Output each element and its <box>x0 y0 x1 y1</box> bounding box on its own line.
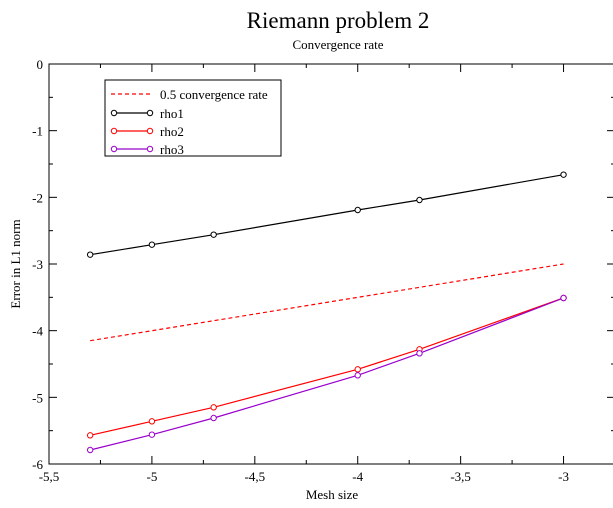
x-axis: -5,5 -5 -4,5 -4 -3,5 -3 <box>39 64 569 484</box>
legend-marker-rho2 <box>110 127 118 135</box>
y-tick-label: -5 <box>32 390 43 405</box>
x-tick-label: -3 <box>558 469 569 484</box>
data-point-rho2 <box>354 366 361 373</box>
y-tick-label: -4 <box>32 324 43 339</box>
x-tick-label: -3,5 <box>450 469 471 484</box>
legend-marker-rho1 <box>110 109 118 117</box>
legend-box <box>104 79 282 157</box>
data-point-rho2 <box>86 432 94 439</box>
data-point-rho2 <box>148 418 156 425</box>
legend-marker-rho3 <box>110 145 118 153</box>
legend-marker-rho2 <box>146 127 154 135</box>
data-point-rho2 <box>210 404 217 411</box>
series-layer <box>86 171 567 454</box>
data-point-rho1 <box>560 171 567 178</box>
legend-label-rho2: rho2 <box>160 124 184 139</box>
series-line-rho2 <box>90 297 564 436</box>
data-point-rho3 <box>416 350 423 357</box>
data-point-rho1 <box>416 196 423 204</box>
y-tick-label: -3 <box>32 257 43 272</box>
series-line-0-5-convergence-rate <box>90 263 564 342</box>
legend-label-rho3: rho3 <box>160 142 184 157</box>
chart-title: Riemann problem 2 <box>247 8 430 33</box>
legend-marker-rho1 <box>146 109 154 117</box>
y-tick-label: -6 <box>32 457 43 472</box>
legend: 0.5 convergence rate rho1 rho2 rho3 <box>104 79 282 157</box>
x-tick-label: -5 <box>146 469 157 484</box>
data-point-rho3 <box>354 372 361 379</box>
data-point-rho3 <box>86 446 94 454</box>
legend-label-0-5-convergence-rate: 0.5 convergence rate <box>160 87 268 102</box>
x-tick-label: -4 <box>352 469 363 484</box>
data-point-rho3 <box>210 414 217 422</box>
y-axis: 0 -1 -2 -3 -4 -5 -6 <box>32 57 613 472</box>
x-tick-label: -4,5 <box>245 469 266 484</box>
y-tick-label: -1 <box>32 124 43 139</box>
data-point-rho3 <box>560 294 567 302</box>
data-point-rho1 <box>354 206 361 214</box>
data-point-rho1 <box>210 231 217 238</box>
y-tick-label: -2 <box>32 190 43 205</box>
legend-marker-rho3 <box>146 145 154 153</box>
chart-subtitle: Convergence rate <box>292 37 383 52</box>
data-point-rho1 <box>148 241 156 248</box>
series-line-rho1 <box>90 174 564 256</box>
legend-label-rho1: rho1 <box>160 106 184 121</box>
y-axis-label: Error in L1 norm <box>8 219 23 308</box>
x-axis-label: Mesh size <box>306 487 359 502</box>
data-point-rho3 <box>148 431 156 438</box>
data-point-rho1 <box>86 251 94 258</box>
x-tick-label: -5,5 <box>39 469 60 484</box>
y-tick-label: 0 <box>37 57 44 72</box>
series-line-rho3 <box>90 297 564 451</box>
